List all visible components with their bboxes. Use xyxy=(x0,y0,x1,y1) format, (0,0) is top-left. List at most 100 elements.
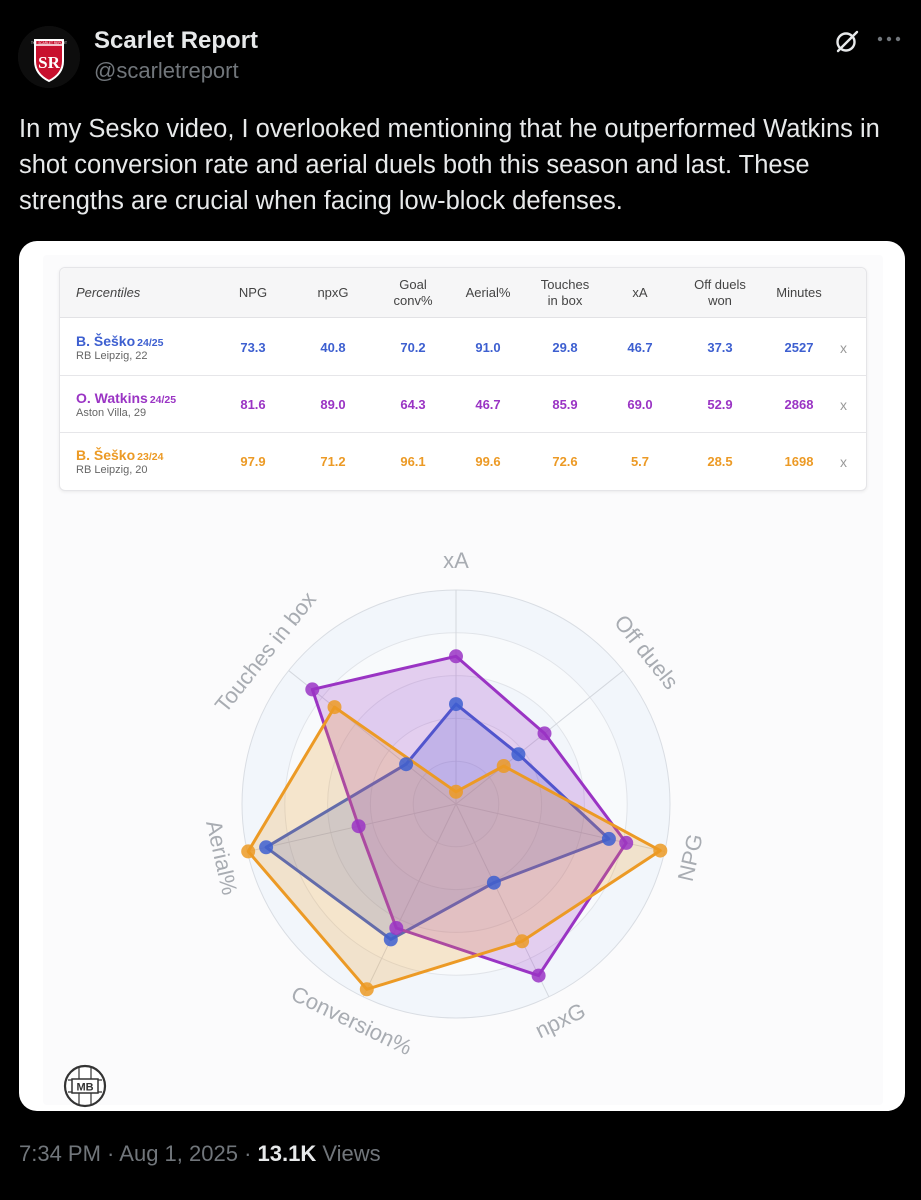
table-cell: 46.7 xyxy=(627,340,653,355)
radar-point xyxy=(653,843,668,858)
grok-icon[interactable] xyxy=(834,28,860,54)
table-header-3[interactable]: Goal conv% xyxy=(393,277,433,308)
post-time[interactable]: 7:34 PM xyxy=(19,1141,101,1166)
author-name[interactable]: Scarlet Report xyxy=(94,27,259,54)
player-name-text: B. Šeško xyxy=(76,333,136,349)
radar-point xyxy=(399,757,414,772)
player-name[interactable]: O. Watkins 24/25 xyxy=(76,390,176,406)
radar-point xyxy=(619,835,634,850)
table-header-1[interactable]: NPG xyxy=(238,285,268,300)
table-cell: 40.8 xyxy=(320,340,346,355)
remove-player-button[interactable]: x xyxy=(840,339,847,356)
table-cell: 85.9 xyxy=(552,397,578,412)
table-cell: 89.0 xyxy=(320,397,346,412)
table-header-4[interactable]: Aerial% xyxy=(465,285,511,300)
views-label: Views xyxy=(316,1141,381,1166)
radar-spoke xyxy=(362,803,457,998)
table-cell: 2868 xyxy=(784,397,814,412)
table-cell: 81.6 xyxy=(240,397,266,412)
player-club: Aston Villa, 29 xyxy=(76,407,147,419)
radar-series-polygon xyxy=(310,654,628,978)
table-cell: 28.5 xyxy=(707,454,733,469)
avatar-small-text: THE SCARLET REPORT xyxy=(31,41,67,45)
table-row[interactable]: B. Šeško 23/24 RB Leipzig, 20 97.9 71.2 96.1 9… xyxy=(60,433,866,490)
radar-spoke xyxy=(247,803,457,853)
radar-point xyxy=(531,968,546,983)
table-cell: 29.8 xyxy=(552,340,578,355)
radar-series-polygon xyxy=(264,702,611,941)
table-header-2[interactable]: npxG xyxy=(317,285,349,300)
radar-axis-label: NPG xyxy=(673,831,708,883)
author-handle[interactable]: @scarletreport xyxy=(94,58,239,83)
tweet-footer: 7:34 PM · Aug 1, 2025 · 13.1K Views xyxy=(19,1141,381,1167)
radar-point xyxy=(449,649,463,664)
radar-axis-label: npxG xyxy=(531,998,589,1043)
radar-point xyxy=(449,697,463,712)
player-name[interactable]: B. Šeško 23/24 xyxy=(76,447,163,463)
table-cell: 91.0 xyxy=(475,340,501,355)
radar-series-polygon xyxy=(246,705,662,991)
radar-point xyxy=(486,875,501,890)
table-cell: 99.6 xyxy=(475,454,501,469)
player-name-text: B. Šeško xyxy=(76,447,136,463)
tweet-text: In my Sesko video, I overlooked mentioni… xyxy=(19,115,880,215)
radar-point xyxy=(383,932,398,947)
table-cell: 72.6 xyxy=(552,454,578,469)
player-name[interactable]: B. Šeško 24/25 xyxy=(76,333,163,349)
radar-point xyxy=(259,840,274,855)
table-header-8[interactable]: Minutes xyxy=(776,285,822,300)
player-season: 23/24 xyxy=(137,451,164,463)
watermark-text: MB xyxy=(76,1082,93,1094)
player-season: 24/25 xyxy=(149,394,177,406)
radar-axis-label: xA xyxy=(443,548,469,573)
table-header-7[interactable]: Off duels won xyxy=(694,277,746,308)
footer-separator-2: · xyxy=(237,1141,258,1166)
table-cell: 1698 xyxy=(784,454,814,469)
table-cell: 70.2 xyxy=(400,340,426,355)
more-dots-icon[interactable] xyxy=(872,26,906,52)
radar-point xyxy=(327,700,342,715)
radar-point xyxy=(601,831,616,846)
radar-point xyxy=(496,759,511,773)
radar-point xyxy=(537,726,552,741)
media-card[interactable]: Percentiles NPG npxG Goal conv% Aerial% Touch… xyxy=(19,241,905,1111)
footer-separator: · xyxy=(100,1141,120,1166)
avatar[interactable]: THE SCARLET REPORT SR xyxy=(18,26,80,88)
table-cell: 73.3 xyxy=(240,340,266,355)
scarlet-report-shield-icon: THE SCARLET REPORT SR xyxy=(18,26,80,88)
table-cell: 46.7 xyxy=(475,397,501,412)
chart-panel: Percentiles NPG npxG Goal conv% Aerial% Touch… xyxy=(43,255,883,1105)
table-cell: 52.9 xyxy=(707,397,733,412)
radar-spoke xyxy=(455,803,550,998)
table-row[interactable]: O. Watkins 24/25 Aston Villa, 29 81.6 89.0 64… xyxy=(60,376,866,433)
player-club: RB Leipzig, 20 xyxy=(76,464,148,476)
radar-axis-label: Aerial% xyxy=(201,818,242,897)
post-date[interactable]: Aug 1, 2025 xyxy=(119,1141,238,1166)
radar-point xyxy=(389,921,404,935)
radar-point xyxy=(241,844,256,859)
percentile-table: Percentiles NPG npxG Goal conv% Aerial% Touch… xyxy=(59,267,867,491)
radar-point xyxy=(511,747,526,762)
remove-player-button[interactable]: x xyxy=(840,396,847,413)
mb-watermark-logo: MB xyxy=(63,1064,107,1108)
table-cell: 97.9 xyxy=(240,454,266,469)
table-header-0[interactable]: Percentiles xyxy=(76,285,141,300)
table-header: Percentiles NPG npxG Goal conv% Aerial% Touch… xyxy=(60,268,866,318)
radar-point xyxy=(359,982,374,997)
table-row[interactable]: B. Šeško 24/25 RB Leipzig, 22 73.3 40.8 70.2 9… xyxy=(60,319,866,376)
radar-point xyxy=(449,784,463,799)
views-count: 13.1K xyxy=(257,1141,317,1166)
table-header-6[interactable]: xA xyxy=(632,285,648,300)
table-cell: 71.2 xyxy=(320,454,346,469)
player-name-text: O. Watkins xyxy=(76,390,148,406)
table-cell: 37.3 xyxy=(707,340,733,355)
radar-point xyxy=(351,819,366,834)
table-header-5[interactable]: Touches in box xyxy=(540,277,590,308)
remove-player-button[interactable]: x xyxy=(840,453,847,470)
table-cell: 2527 xyxy=(784,340,814,355)
radar-point xyxy=(305,682,320,697)
radar-point xyxy=(515,934,530,949)
table-cell: 69.0 xyxy=(627,397,653,412)
player-season: 24/25 xyxy=(137,337,164,349)
